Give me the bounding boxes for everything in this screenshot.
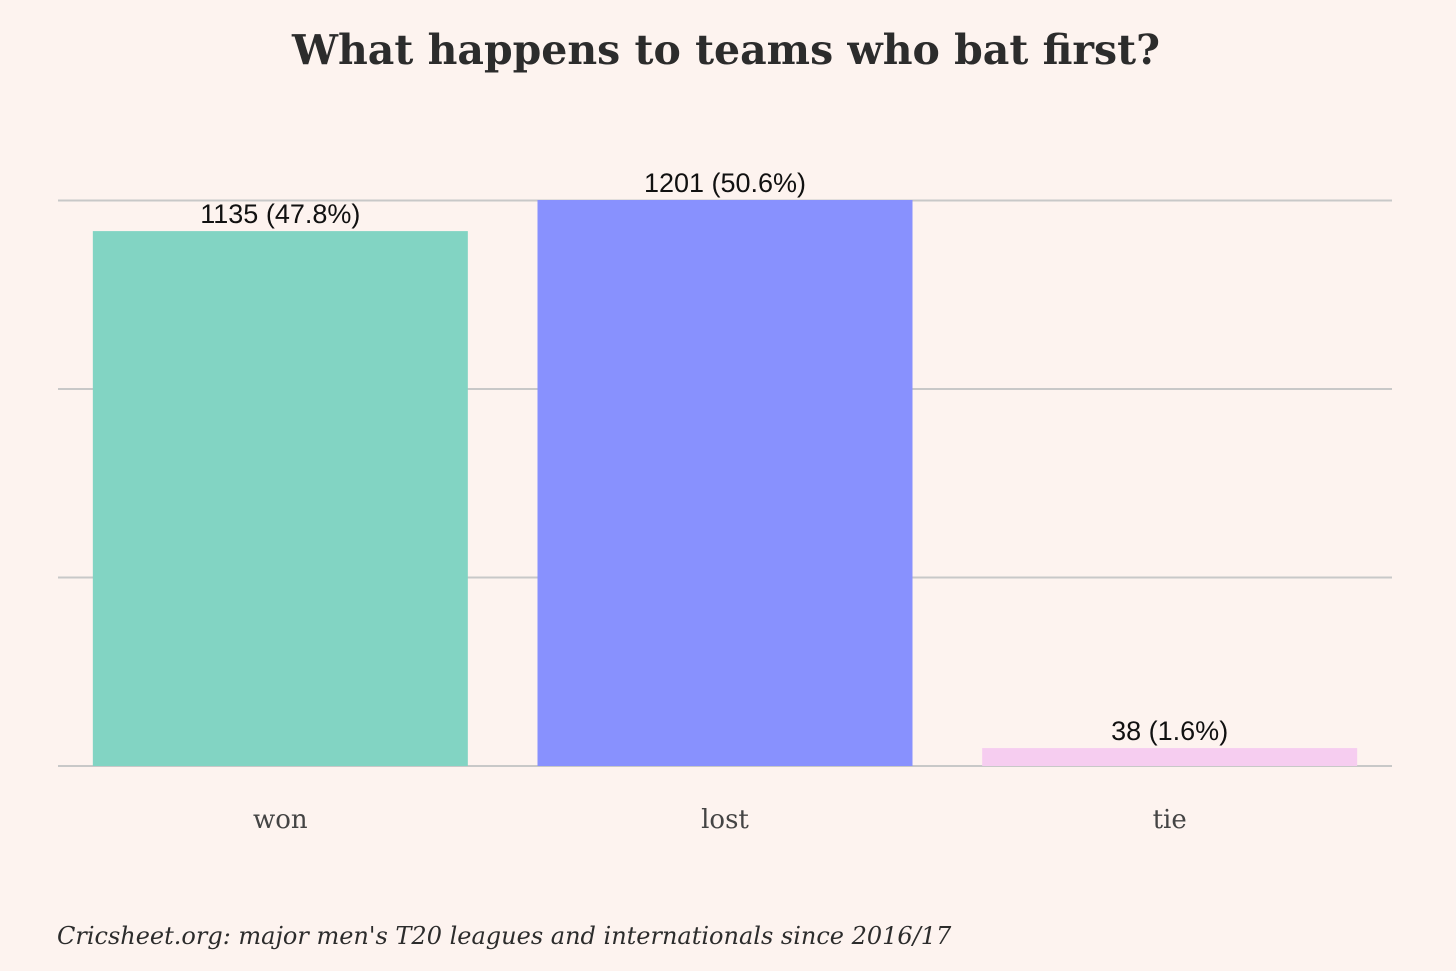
data-label-won: 1135 (47.8%) [200, 199, 360, 229]
data-label-lost: 1201 (50.6%) [644, 168, 806, 198]
bar-lost [537, 200, 913, 766]
bar-tie [982, 748, 1358, 766]
x-tick-lost: lost [701, 805, 749, 835]
bars [92, 200, 1358, 767]
source-caption: Cricsheet.org: major men's T20 leagues a… [57, 922, 952, 950]
bar-won [92, 231, 468, 767]
x-tick-labels: won lost tie [253, 805, 1187, 835]
chart-title: What happens to teams who bat first? [291, 26, 1160, 74]
x-tick-tie: tie [1153, 805, 1187, 835]
data-label-tie: 38 (1.6%) [1111, 716, 1228, 746]
x-tick-won: won [253, 805, 308, 835]
data-labels: 1135 (47.8%) 1201 (50.6%) 38 (1.6%) [200, 168, 1228, 746]
